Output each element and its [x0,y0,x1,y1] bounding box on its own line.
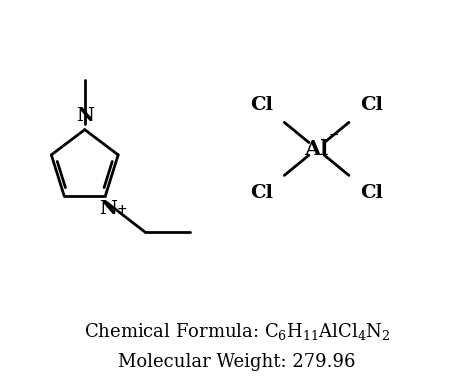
Text: Cl: Cl [251,184,273,202]
Text: −: − [328,129,339,142]
Text: Cl: Cl [360,96,383,113]
Text: Cl: Cl [360,184,383,202]
Text: N: N [99,200,117,218]
Text: Molecular Weight: 279.96: Molecular Weight: 279.96 [118,353,356,371]
Text: +: + [117,204,128,216]
Text: Chemical Formula: $\mathdefault{C_6H_{11}AlCl_4N_2}$: Chemical Formula: $\mathdefault{C_6H_{11… [84,321,390,342]
Text: N: N [76,107,94,125]
Text: Al: Al [304,139,329,159]
Text: Cl: Cl [251,96,273,113]
